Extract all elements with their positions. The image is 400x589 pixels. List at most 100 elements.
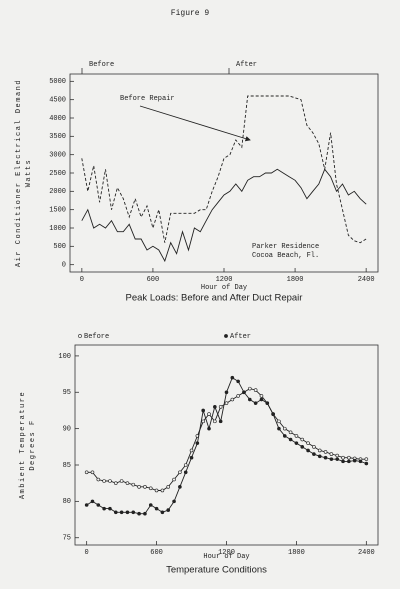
point: [312, 452, 316, 456]
x-tick-label: 1800: [288, 549, 305, 557]
point: [90, 470, 95, 475]
point: [96, 503, 101, 507]
y-tick-label: 0: [62, 262, 66, 270]
point: [178, 485, 182, 489]
point: [329, 452, 334, 456]
point: [119, 479, 124, 483]
point: [119, 510, 124, 515]
point: [364, 461, 369, 466]
x-tick-label: 1200: [218, 549, 235, 557]
point: [201, 419, 205, 424]
point: [143, 485, 147, 489]
annotation: Before Repair: [120, 95, 175, 103]
annotation: Parker Residence: [252, 243, 319, 251]
point: [160, 510, 165, 515]
point: [102, 479, 106, 483]
point: [218, 419, 223, 424]
y-axis-label: Ambient Temperature: [19, 391, 27, 499]
x-axis-label: Hour of Day: [203, 553, 249, 561]
x-tick-label: 600: [150, 549, 163, 557]
point: [300, 437, 305, 442]
point: [160, 488, 165, 493]
point: [207, 412, 211, 416]
point: [213, 405, 217, 409]
x-tick-label: 0: [85, 549, 89, 557]
point: [317, 448, 322, 453]
y-axis-unit: Degrees F: [29, 419, 37, 470]
point: [148, 503, 153, 507]
x-tick-label: 1800: [287, 276, 304, 284]
point: [189, 448, 194, 453]
annotation: Cocoa Beach, Fl.: [252, 252, 319, 260]
point: [329, 457, 334, 461]
y-tick-label: 90: [63, 425, 71, 433]
point: [352, 458, 357, 463]
y-tick-label: 3500: [49, 133, 66, 141]
x-tick-label: 600: [147, 276, 160, 284]
point: [108, 506, 112, 511]
point: [172, 477, 176, 482]
point: [102, 506, 106, 511]
y-tick-label: 75: [63, 535, 71, 543]
y-axis-label: Air Conditioner Electrical Demand: [15, 79, 23, 267]
x-tick-label: 2400: [358, 549, 375, 557]
y-tick-label: 2500: [49, 170, 66, 178]
y-tick-label: 5000: [49, 78, 66, 86]
y-tick-label: 4500: [49, 97, 66, 105]
y-tick-label: 1500: [49, 207, 66, 215]
point: [96, 477, 101, 482]
point: [125, 510, 130, 515]
point: [294, 434, 299, 438]
point: [154, 506, 159, 511]
point: [143, 511, 147, 516]
point: [364, 457, 369, 461]
chart-title: Peak Loads: Before and After Duct Repair: [126, 293, 303, 304]
series-line: [81, 95, 367, 244]
legend-label: Before: [84, 333, 109, 341]
point: [271, 412, 275, 416]
legend-marker: [78, 334, 82, 338]
figure-title: Figure 9: [171, 9, 210, 18]
x-tick-label: 2400: [358, 276, 375, 284]
point: [154, 488, 159, 493]
point: [207, 426, 211, 431]
point: [84, 503, 89, 507]
y-tick-label: 95: [63, 389, 71, 397]
point: [242, 390, 246, 395]
point: [230, 397, 235, 402]
point: [294, 441, 299, 445]
point: [300, 445, 305, 449]
point: [131, 510, 136, 515]
y-tick-label: 2000: [49, 188, 66, 196]
point: [108, 479, 112, 483]
point: [253, 388, 258, 392]
point: [90, 499, 95, 504]
point: [230, 375, 235, 380]
point: [166, 508, 171, 512]
legend-marker: [224, 334, 228, 338]
point: [236, 394, 240, 398]
point: [282, 426, 287, 431]
point: [236, 379, 240, 384]
y-axis-unit: Watts: [25, 159, 33, 188]
annotation-arrow: [139, 105, 251, 142]
point: [288, 437, 293, 442]
legend-label: After: [230, 333, 251, 341]
legend-label: After: [236, 61, 257, 69]
point: [183, 463, 188, 467]
point: [189, 455, 194, 460]
y-tick-label: 80: [63, 498, 71, 506]
point: [347, 459, 351, 464]
point: [277, 419, 281, 424]
point: [178, 470, 182, 475]
point: [323, 455, 328, 460]
series-line: [81, 168, 367, 263]
point: [84, 470, 89, 475]
point: [341, 459, 345, 464]
point: [137, 485, 141, 489]
x-axis-label: Hour of Day: [201, 284, 247, 292]
point: [248, 397, 252, 402]
point: [317, 454, 322, 459]
point: [248, 386, 252, 391]
